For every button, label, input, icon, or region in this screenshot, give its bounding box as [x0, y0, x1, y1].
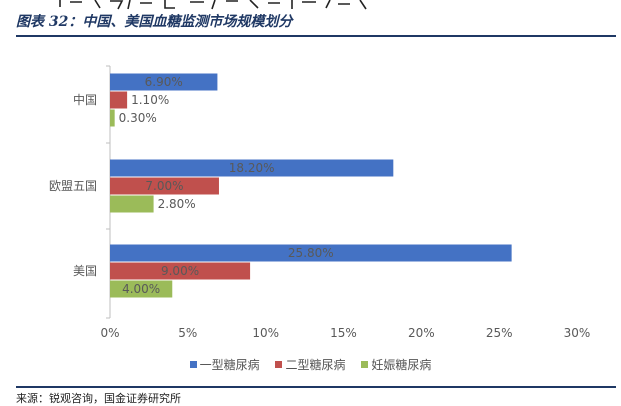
bar	[110, 109, 115, 127]
source-divider	[16, 386, 616, 388]
data-label: 2.80%	[158, 197, 196, 211]
legend-label-series-2: 二型糖尿病	[285, 358, 346, 372]
bar	[110, 73, 218, 91]
x-tick-label: 0%	[100, 326, 119, 340]
x-tick-label: 10%	[252, 326, 279, 340]
bar	[110, 195, 154, 213]
x-tick-label: 20%	[408, 326, 435, 340]
cropped-top-text	[59, 0, 367, 10]
chart-legend: 一型糖尿病 二型糖尿病 妊娠糖尿病	[0, 356, 621, 373]
caption-divider	[16, 35, 616, 37]
bar	[110, 159, 394, 177]
bar	[110, 91, 128, 109]
source-note: 来源：锐观咨询，国金证券研究所	[16, 392, 181, 405]
data-label: 0.30%	[119, 111, 157, 125]
data-label: 9.00%	[161, 264, 199, 278]
legend-item-series-2: 二型糖尿病	[275, 356, 346, 373]
category-label: 美国	[73, 264, 97, 278]
data-label: 25.80%	[288, 246, 334, 260]
bar	[110, 177, 219, 195]
legend-item-series-3: 妊娠糖尿病	[361, 356, 431, 373]
legend-swatch-series-3	[361, 361, 369, 368]
figure-caption: 图表 32：中国、美国血糖监测市场规模划分	[16, 14, 293, 30]
x-tick-label: 5%	[178, 326, 197, 340]
bar	[110, 244, 512, 262]
data-label: 18.20%	[229, 161, 275, 175]
category-label: 中国	[73, 92, 97, 107]
data-label: 4.00%	[122, 282, 160, 296]
bar	[110, 262, 251, 280]
category-label: 欧盟五国	[49, 179, 97, 193]
data-label: 7.00%	[145, 179, 183, 193]
legend-label-series-1: 一型糖尿病	[199, 358, 260, 372]
legend-label-series-3: 妊娠糖尿病	[371, 358, 432, 372]
data-label: 6.90%	[145, 75, 183, 89]
legend-item-series-1: 一型糖尿病	[189, 356, 260, 373]
x-tick-label: 30%	[564, 326, 591, 340]
data-label: 1.10%	[131, 93, 169, 107]
bar	[110, 280, 173, 298]
legend-swatch-series-1	[189, 361, 197, 368]
x-tick-label: 15%	[330, 326, 357, 340]
legend-swatch-series-2	[275, 361, 283, 368]
x-tick-label: 25%	[486, 326, 513, 340]
